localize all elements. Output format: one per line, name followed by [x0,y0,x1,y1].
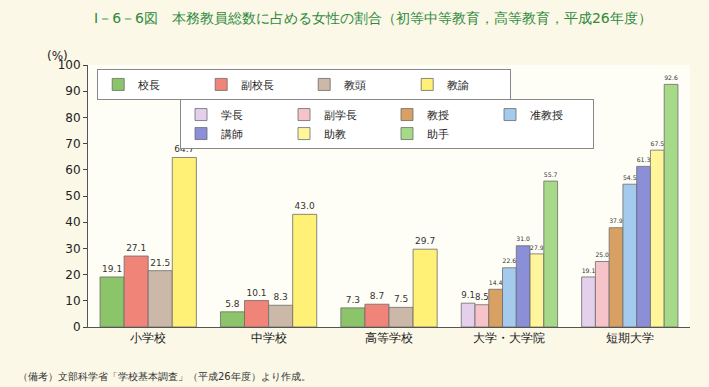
svg-text:0: 0 [73,320,81,334]
svg-text:10: 10 [65,294,80,308]
svg-text:29.7: 29.7 [415,236,435,246]
svg-text:22.6: 22.6 [503,257,517,264]
svg-text:70: 70 [65,137,80,151]
svg-text:8.3: 8.3 [273,292,287,302]
svg-text:（備考）文部科学省「学校基本調査」（平成26年度）より作成。: （備考）文部科学省「学校基本調査」（平成26年度）より作成。 [18,371,311,382]
svg-text:64.7: 64.7 [174,144,195,155]
svg-text:5.8: 5.8 [225,299,240,309]
svg-text:20: 20 [65,268,80,282]
svg-text:高等学校: 高等学校 [365,331,413,345]
svg-text:9.1: 9.1 [461,290,475,300]
svg-text:27.9: 27.9 [530,244,544,251]
svg-text:55.7: 55.7 [544,171,558,178]
svg-text:10.1: 10.1 [247,288,267,298]
svg-text:講師: 講師 [221,128,243,141]
svg-text:30: 30 [65,242,80,256]
svg-text:教諭: 教諭 [447,79,469,92]
svg-text:61.3: 61.3 [637,156,651,163]
svg-text:50: 50 [65,189,80,203]
svg-text:60: 60 [65,163,80,177]
svg-text:21.5: 21.5 [150,258,170,268]
svg-text:大学・大学院: 大学・大学院 [473,331,545,345]
svg-text:14.4: 14.4 [489,279,503,286]
svg-text:8.5: 8.5 [475,292,489,302]
svg-text:Ⅰ－6－6図 本務教員総数に占める女性の割合（初等中等教育，: Ⅰ－6－6図 本務教員総数に占める女性の割合（初等中等教育，高等教育，平成26年… [94,10,652,26]
svg-text:67.5: 67.5 [650,140,664,147]
svg-text:教頭: 教頭 [344,79,366,92]
svg-text:8.7: 8.7 [370,291,384,301]
svg-text:副学長: 副学長 [324,109,357,122]
svg-text:短期大学: 短期大学 [606,331,654,345]
svg-text:7.5: 7.5 [394,294,408,304]
svg-text:43.0: 43.0 [295,201,315,211]
svg-text:助教: 助教 [324,128,346,141]
svg-text:小学校: 小学校 [130,331,166,345]
svg-text:(%): (%) [47,49,68,63]
svg-text:25.0: 25.0 [595,251,609,258]
svg-text:7.3: 7.3 [346,295,360,305]
svg-text:80: 80 [65,111,80,125]
svg-text:准教授: 准教授 [530,109,563,122]
svg-text:40: 40 [65,215,80,229]
svg-text:100: 100 [58,58,81,72]
svg-text:31.0: 31.0 [516,235,530,242]
svg-text:54.5: 54.5 [623,174,637,181]
svg-text:19.1: 19.1 [582,267,596,274]
svg-text:学長: 学長 [221,109,243,122]
svg-text:19.1: 19.1 [102,264,122,274]
svg-text:副校長: 副校長 [241,79,274,92]
svg-text:教授: 教授 [427,109,449,122]
svg-text:中学校: 中学校 [251,331,287,345]
svg-text:27.1: 27.1 [126,243,146,253]
svg-text:37.9: 37.9 [609,217,623,224]
svg-text:校長: 校長 [137,79,160,92]
svg-text:92.6: 92.6 [664,74,678,81]
svg-text:助手: 助手 [427,128,449,141]
svg-text:90: 90 [65,84,80,98]
